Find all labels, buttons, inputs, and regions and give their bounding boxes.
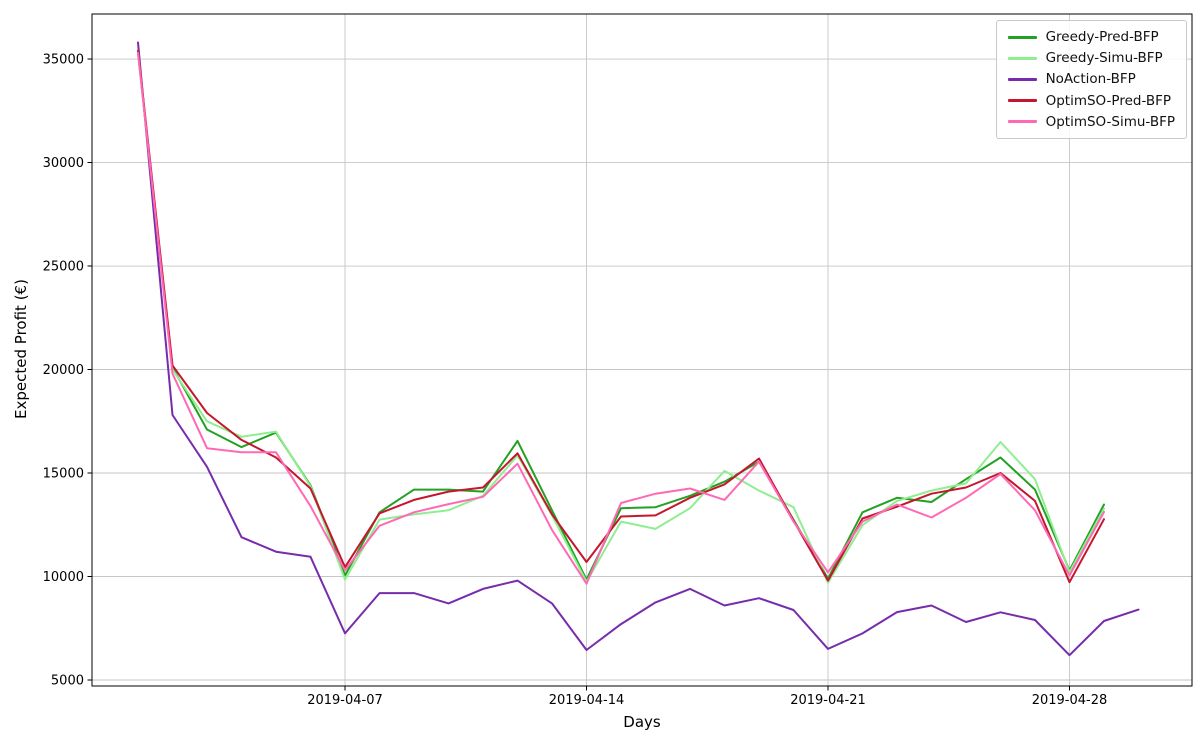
- x-tick-label: 2019-04-28: [1032, 693, 1108, 708]
- y-tick-label: 5000: [51, 673, 84, 688]
- x-tick-label: 2019-04-21: [790, 693, 866, 708]
- series-line-optimso-simu-bfp: [137, 51, 1105, 585]
- y-tick-label: 10000: [43, 570, 84, 585]
- y-tick-label: 30000: [43, 156, 84, 171]
- series-line-noaction-bfp: [137, 41, 1140, 657]
- y-axis-label: Expected Profit (€): [12, 279, 30, 419]
- legend-line-swatch: [1007, 56, 1037, 60]
- legend: Greedy-Pred-BFP Greedy-Simu-BFP NoAction…: [995, 20, 1187, 140]
- y-tick-label: 25000: [43, 260, 84, 275]
- series-line-greedy-simu-bfp: [137, 51, 1105, 584]
- legend-item-label: Greedy-Pred-BFP: [1045, 29, 1159, 45]
- legend-line-swatch: [1007, 35, 1037, 39]
- legend-item-label: OptimSO-Simu-BFP: [1045, 113, 1175, 130]
- y-tick-label: 15000: [43, 467, 84, 482]
- legend-item-label: NoAction-BFP: [1045, 71, 1136, 88]
- legend-item-label: Greedy-Simu-BFP: [1045, 50, 1163, 67]
- legend-item: NoAction-BFP: [1007, 70, 1175, 88]
- x-tick-label: 2019-04-07: [307, 693, 383, 708]
- y-tick-label: 20000: [43, 363, 84, 378]
- x-axis-label: Days: [623, 713, 661, 731]
- legend-item: OptimSO-Pred-BFP: [1007, 92, 1175, 110]
- legend-item-label: OptimSO-Pred-BFP: [1045, 92, 1172, 109]
- legend-line-swatch: [1007, 78, 1037, 82]
- legend-item: Greedy-Simu-BFP: [1007, 49, 1175, 67]
- plot-border: [91, 13, 1193, 687]
- y-tick-label: 35000: [43, 53, 84, 68]
- legend-item: Greedy-Pred-BFP: [1007, 28, 1175, 46]
- series-line-greedy-pred-bfp: [137, 51, 1105, 581]
- legend-item: OptimSO-Simu-BFP: [1007, 113, 1175, 131]
- x-tick-label: 2019-04-14: [549, 693, 625, 708]
- legend-line-swatch: [1007, 99, 1037, 103]
- series-line-optimso-pred-bfp: [137, 49, 1105, 584]
- legend-line-swatch: [1007, 120, 1037, 124]
